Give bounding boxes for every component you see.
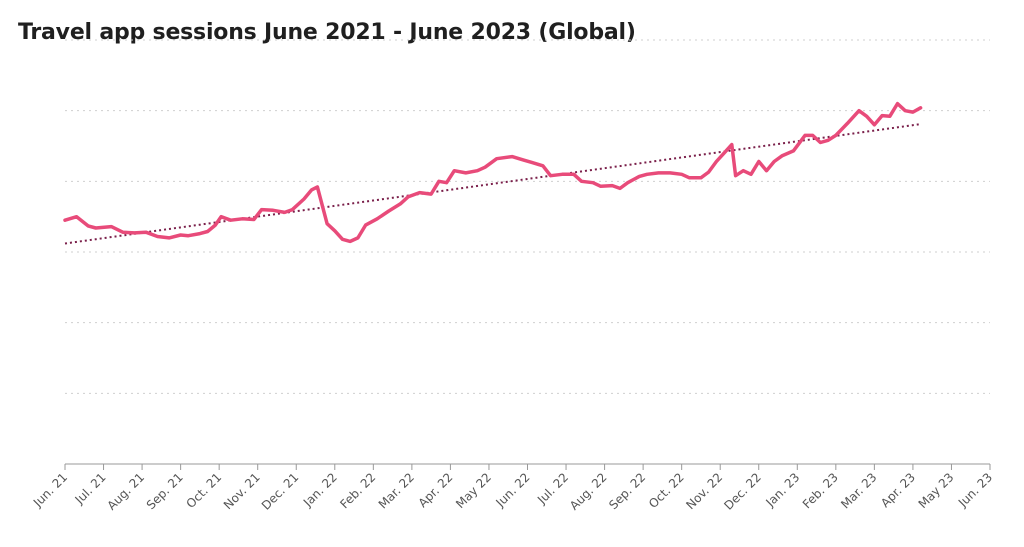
x-axis (64, 463, 991, 470)
x-tick-label: Oct. 21 (184, 470, 225, 511)
x-tick-label: May 23 (916, 470, 957, 511)
x-tick-label: Jul. 22 (534, 470, 571, 507)
gridlines (65, 39, 990, 394)
x-tick-label: Apr. 22 (416, 470, 456, 510)
x-tick-label: Nov. 22 (683, 470, 725, 512)
trendline-group (64, 123, 921, 245)
x-tick-label: Nov. 21 (221, 470, 263, 512)
x-tick-label: Aug. 21 (105, 470, 148, 513)
x-tick-label: Jun. 23 (955, 470, 995, 510)
x-tick-label: Oct. 22 (646, 470, 687, 511)
series-line (63, 101, 923, 244)
x-tick-label: Apr. 23 (878, 470, 918, 510)
chart-title: Travel app sessions June 2021 - June 202… (18, 20, 636, 45)
x-tick-label: Feb. 23 (800, 470, 841, 511)
x-tick-label: Dec. 22 (721, 470, 764, 513)
x-tick-label: Jul. 21 (72, 470, 109, 507)
series-group (63, 101, 923, 244)
x-tick-label: Jan. 22 (300, 470, 340, 510)
x-tick-label: Jun. 22 (493, 470, 533, 510)
x-tick-label: Sep. 21 (144, 470, 186, 512)
x-tick-label: Mar. 22 (376, 470, 417, 511)
x-tick-label: Sep. 22 (606, 470, 648, 512)
x-tick-label: Mar. 23 (838, 470, 879, 511)
x-tick-label: Dec. 21 (259, 470, 302, 513)
x-tick-label: May 22 (453, 470, 494, 511)
x-tick-label: Feb. 22 (337, 470, 378, 511)
x-tick-label: Jan. 23 (763, 470, 803, 510)
x-tick-label: Jun. 21 (30, 470, 70, 510)
x-tick-label: Aug. 22 (567, 470, 610, 513)
trendline (64, 123, 921, 245)
